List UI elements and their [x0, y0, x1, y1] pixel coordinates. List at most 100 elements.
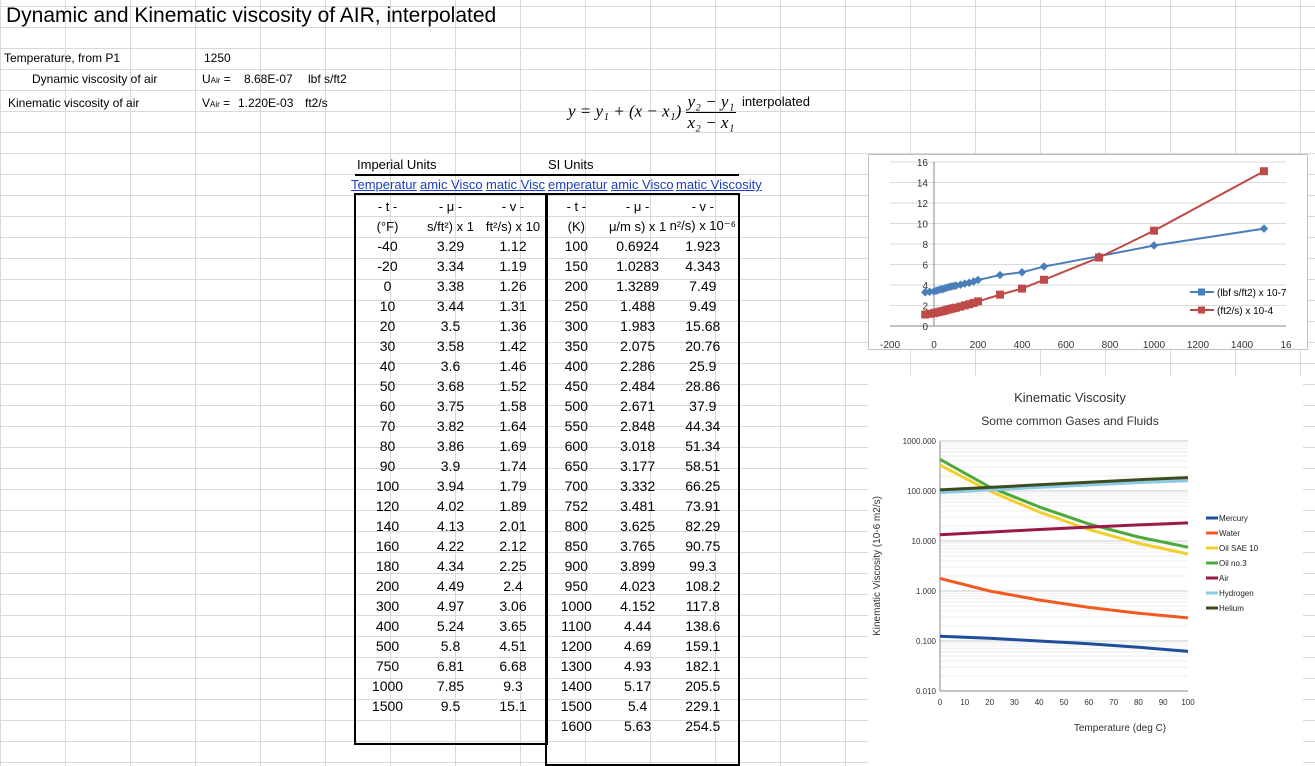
si-cell[interactable]: 250 [564, 298, 588, 314]
si-cell[interactable]: 0.6924 [616, 238, 660, 254]
si-cell[interactable]: 90.75 [685, 538, 721, 554]
si-cell[interactable]: - t - [566, 198, 587, 214]
imperial-cell[interactable]: 4.22 [436, 538, 465, 554]
imperial-cell[interactable]: 400 [375, 618, 400, 634]
si-cell[interactable]: 1500 [560, 698, 592, 714]
si-cell[interactable]: 700 [564, 478, 588, 494]
si-cell[interactable]: 20.76 [685, 338, 721, 354]
imperial-cell[interactable]: 1.69 [499, 438, 527, 454]
imperial-cell[interactable]: -20 [377, 258, 398, 274]
imperial-cell[interactable]: 120 [375, 498, 400, 514]
imperial-cell[interactable]: 3.29 [436, 238, 465, 254]
imperial-cell[interactable]: 1500 [371, 698, 404, 714]
si-cell[interactable]: 1.923 [685, 238, 721, 254]
imperial-cell[interactable]: 3.34 [436, 258, 465, 274]
imperial-kinematic-viscosity-link[interactable]: matic Visc [486, 177, 545, 192]
imperial-temperature-link[interactable]: Temperatur [351, 177, 417, 192]
imperial-cell[interactable]: 3.38 [436, 278, 465, 294]
si-cell[interactable]: 28.86 [685, 378, 721, 394]
imperial-cell[interactable]: 10 [379, 298, 396, 314]
imperial-cell[interactable]: 1.12 [499, 238, 527, 254]
si-cell[interactable]: 4.343 [685, 258, 721, 274]
imperial-cell[interactable]: 80 [379, 438, 396, 454]
imperial-cell[interactable]: 5.8 [440, 638, 461, 654]
si-cell[interactable]: 500 [564, 398, 588, 414]
imperial-cell[interactable]: 180 [375, 558, 400, 574]
imperial-cell[interactable]: 300 [375, 598, 400, 614]
imperial-cell[interactable]: 4.34 [436, 558, 465, 574]
imperial-cell[interactable]: 1.79 [499, 478, 527, 494]
si-cell[interactable]: 73.91 [685, 498, 721, 514]
si-cell[interactable]: 117.8 [685, 598, 720, 614]
imperial-cell[interactable]: 30 [379, 338, 396, 354]
si-cell[interactable]: 44.34 [685, 418, 721, 434]
si-cell[interactable]: 1100 [561, 618, 592, 634]
si-cell[interactable]: n²/s) x 10⁻⁶ [669, 218, 736, 233]
si-cell[interactable]: 108.2 [685, 578, 721, 594]
temperature-value[interactable]: 1250 [204, 51, 231, 65]
si-cell[interactable]: 5.63 [623, 718, 652, 734]
si-cell[interactable]: 300 [564, 318, 588, 334]
imperial-cell[interactable]: 2.25 [499, 558, 527, 574]
si-cell[interactable]: 200 [564, 278, 588, 294]
imperial-cell[interactable]: 3.44 [436, 298, 465, 314]
si-cell[interactable]: 600 [564, 438, 588, 454]
si-cell[interactable]: 650 [564, 458, 588, 474]
imperial-cell[interactable]: 200 [375, 578, 400, 594]
imperial-cell[interactable]: 3.6 [440, 358, 461, 374]
si-cell[interactable]: 450 [564, 378, 588, 394]
si-cell[interactable]: 2.075 [620, 338, 656, 354]
imperial-cell[interactable]: 1.36 [499, 318, 527, 334]
si-cell[interactable]: 550 [564, 418, 588, 434]
si-cell[interactable]: 3.625 [620, 518, 656, 534]
si-cell[interactable]: 950 [564, 578, 588, 594]
si-cell[interactable]: - μ - [625, 198, 650, 214]
si-cell[interactable]: 4.69 [623, 638, 652, 654]
imperial-cell[interactable]: 9.3 [503, 678, 523, 694]
imperial-cell[interactable]: 90 [379, 458, 396, 474]
si-cell[interactable]: 66.25 [685, 478, 721, 494]
si-cell[interactable]: μ/m s) x 1 [608, 218, 667, 234]
imperial-cell[interactable]: 70 [379, 418, 396, 434]
imperial-cell[interactable]: 60 [379, 398, 396, 414]
imperial-cell[interactable]: 20 [379, 318, 396, 334]
si-cell[interactable]: 3.481 [620, 498, 656, 514]
imperial-cell[interactable]: 3.94 [436, 478, 465, 494]
imperial-cell[interactable]: 3.65 [499, 618, 527, 634]
si-kinematic-viscosity-link[interactable]: matic Viscosity [676, 177, 762, 192]
imperial-cell[interactable]: 1.52 [499, 378, 527, 394]
imperial-cell[interactable]: 1.58 [499, 398, 527, 414]
imperial-cell[interactable]: 6.68 [499, 658, 527, 674]
si-cell[interactable]: 1300 [560, 658, 592, 674]
imperial-cell[interactable]: 3.86 [436, 438, 465, 454]
imperial-cell[interactable]: 1.42 [499, 338, 527, 354]
dynamic-viscosity-value[interactable]: 8.68E-07 [244, 72, 293, 86]
imperial-cell[interactable]: 1.46 [499, 358, 527, 374]
si-cell[interactable]: 4.152 [620, 598, 656, 614]
si-cell[interactable]: 3.177 [620, 458, 656, 474]
si-cell[interactable]: 752 [564, 498, 588, 514]
imperial-cell[interactable]: 1.19 [499, 258, 527, 274]
si-cell[interactable]: 1200 [560, 638, 592, 654]
si-cell[interactable]: 159.1 [685, 638, 721, 654]
si-cell[interactable]: 2.848 [620, 418, 656, 434]
si-cell[interactable]: 1.983 [620, 318, 656, 334]
si-cell[interactable]: 3.332 [620, 478, 656, 494]
si-cell[interactable]: 99.3 [689, 558, 717, 574]
imperial-cell[interactable]: 750 [375, 658, 400, 674]
si-cell[interactable]: 229.1 [685, 698, 721, 714]
imperial-cell[interactable]: 3.5 [440, 318, 461, 334]
si-cell[interactable]: 182.1 [685, 658, 721, 674]
imperial-cell[interactable]: 1.74 [499, 458, 527, 474]
imperial-cell[interactable]: 3.06 [499, 598, 527, 614]
imperial-cell[interactable]: 4.13 [436, 518, 465, 534]
si-cell[interactable]: 51.34 [685, 438, 721, 454]
imperial-cell[interactable]: 140 [375, 518, 400, 534]
imperial-cell[interactable]: 160 [375, 538, 400, 554]
si-dynamic-viscosity-link[interactable]: amic Visco [611, 177, 674, 192]
imperial-cell[interactable]: 1.26 [499, 278, 527, 294]
si-cell[interactable]: 9.49 [689, 298, 717, 314]
si-cell[interactable]: 138.6 [685, 618, 721, 634]
imperial-cell[interactable]: 3.75 [436, 398, 465, 414]
si-cell[interactable]: 3.018 [620, 438, 656, 454]
